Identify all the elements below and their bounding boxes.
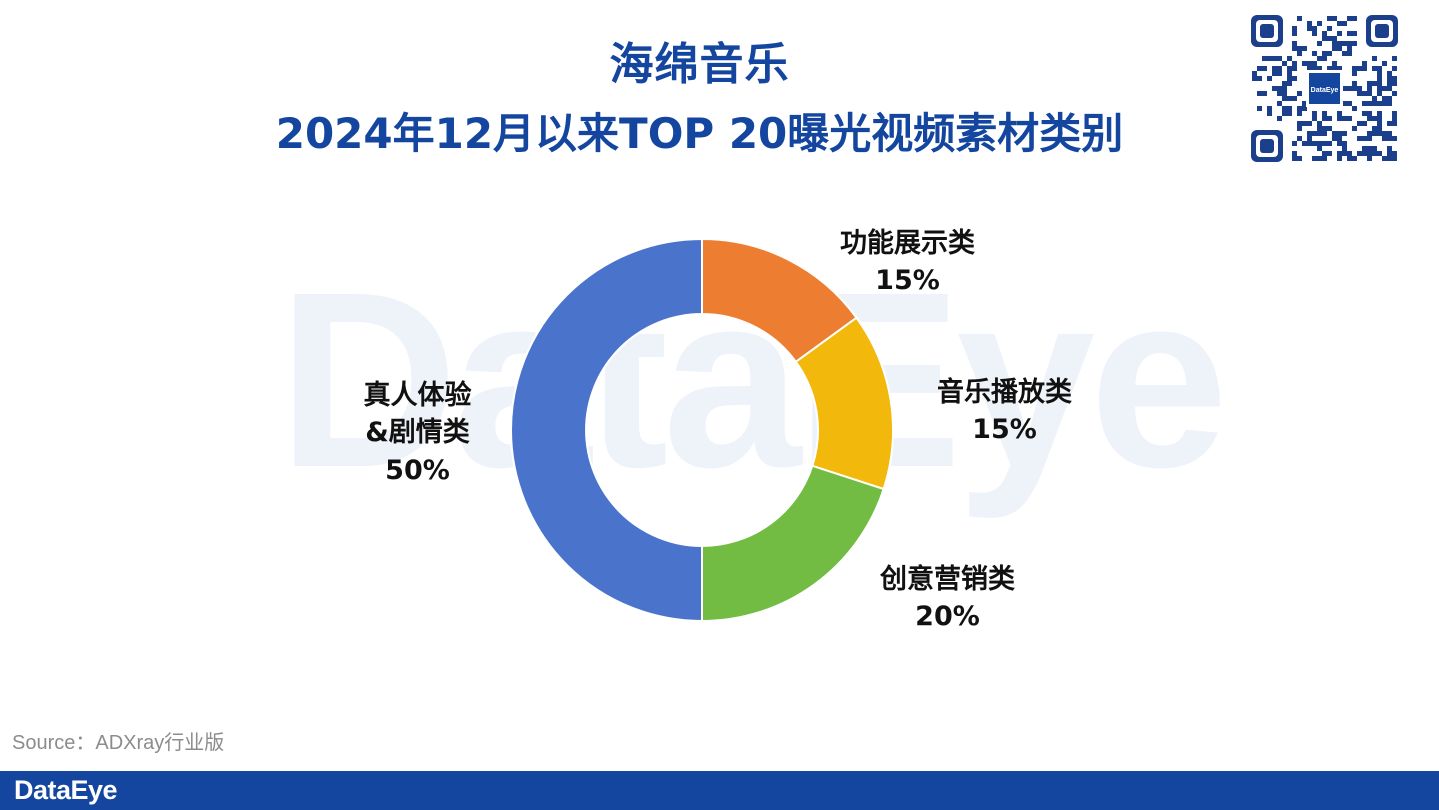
qr-code-image: DataEye [1248, 12, 1401, 165]
chart-title: 海绵音乐 [609, 39, 790, 90]
slice-label-value: 20% [915, 601, 980, 633]
dataeye-logo: DataEye [14, 775, 118, 805]
donut-slice-3 [510, 237, 703, 623]
label-music-playback: 音乐播放类 15% [912, 374, 1097, 449]
slice-label-name: &剧情类 [365, 417, 470, 449]
slice-label-name: 音乐播放类 [937, 377, 1072, 408]
label-function-display: 功能展示类 15% [815, 225, 1000, 300]
slice-label-value: 15% [972, 414, 1037, 446]
footer-bar: DataEye [0, 771, 1439, 810]
slice-label-name: 功能展示类 [840, 228, 975, 259]
source-note: Source：ADXray行业版 [12, 732, 225, 754]
qr-center-logo: DataEye [1311, 87, 1339, 94]
slice-label-name: 创意营销类 [880, 564, 1015, 595]
slice-label-name: 真人体验 [363, 380, 472, 411]
slice-label-value: 50% [385, 454, 450, 486]
label-creative-marketing: 创意营销类 20% [855, 561, 1040, 636]
label-real-person-drama: 真人体验 &剧情类 50% [325, 377, 510, 489]
chart-subtitle: 2024年12月以来TOP 20曝光视频素材类别 [275, 109, 1124, 158]
slice-label-value: 15% [875, 265, 940, 297]
